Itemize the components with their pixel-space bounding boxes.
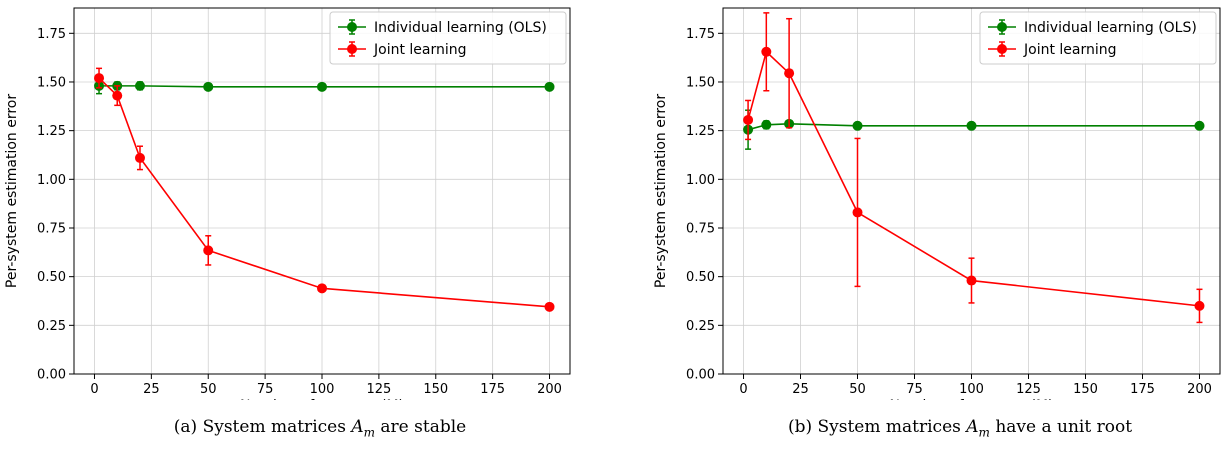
c1-series-0 [743,109,1205,150]
c0-legend-marker-1 [347,44,357,54]
c0-ytick-label-0: 0.00 [37,368,66,383]
c1-legend-label-1: Joint learning [1023,42,1117,58]
c0-series-1-line [98,77,550,308]
c0-series-0 [94,77,555,95]
c1-series-1-point-3 [852,207,863,218]
c0-xtick-label-5: 125 [366,382,391,397]
c1-series-0-point-4 [966,120,977,131]
c1-plot-frame [722,7,1221,375]
c0-series-0-point-2 [134,80,145,91]
c1-xtick-label-6: 150 [1073,382,1098,397]
c1-series-0-point-1 [761,119,772,130]
c1-ytick-label-6: 1.50 [686,75,715,90]
c0-legend-label-0: Individual learning (OLS) [374,20,547,36]
c0-ytick-label-4: 1.00 [37,173,66,188]
c0-xtick-label-2: 50 [200,382,217,397]
c1-legend-marker-0 [997,22,1007,32]
c1-x-axis-label: Number of systems (M) [890,398,1054,400]
c0-y-axis-label: Per-system estimation error [4,94,20,288]
c0-ytick-label-7: 1.75 [37,27,66,42]
c0-xtick-label-3: 75 [257,382,274,397]
c0-legend-box [329,11,567,65]
c1-ytick-label-4: 1.00 [686,173,715,188]
c1-xtick-label-5: 125 [1016,382,1041,397]
c0-series-1-point-0 [94,73,105,84]
c1-legend: Individual learning (OLS) Joint learning [979,11,1217,65]
chart-a: 0 25 50 75 100 125 150 175 200 0.00 0.25 0.50 0.75 1.… [4,7,571,400]
c0-series-1-point-5 [544,301,555,312]
c0-x-axis-label: Number of systems (M) [240,398,404,400]
c0-legend: Individual learning (OLS) Joint learning [329,11,567,65]
c1-xtick-label-4: 100 [959,382,984,397]
c0-series-1-point-2 [134,152,145,163]
caption-b-var: A [966,417,979,437]
c1-series-1-point-2 [784,68,795,79]
c0-xtick-label-6: 150 [423,382,448,397]
c0-ytick-label-2: 0.50 [37,270,66,285]
c1-legend-marker-1 [997,44,1007,54]
c0-series-1-point-3 [203,245,214,256]
c1-ytick-label-1: 0.25 [686,319,715,334]
chart-panel-b: 0 25 50 75 100 125 150 175 200 0.00 0.25 0.50 0.75 1.… [620,0,1229,400]
c0-legend-marker-0 [347,22,357,32]
c1-series-0-point-5 [1194,120,1205,131]
c1-series-1-point-0 [743,114,754,125]
c0-ytick-label-3: 0.75 [37,221,66,236]
caption-a-sub: m [363,425,376,440]
c1-xtick-label-2: 50 [849,382,866,397]
c1-ytick-label-2: 0.50 [686,270,715,285]
c0-series-0-point-5 [544,81,555,92]
c1-xtick-label-1: 25 [792,382,809,397]
c1-series-1-line [747,50,1200,307]
caption-a: (a) System matrices Am are stable [80,417,560,439]
c0-ytick-label-5: 1.25 [37,124,66,139]
c0-plot-frame [73,7,571,375]
c1-series-1-point-4 [966,275,977,286]
c1-y-axis-label: Per-system estimation error [653,94,669,288]
caption-b-sub: m [978,425,990,440]
c0-xtick-label-4: 100 [310,382,335,397]
chart-b: 0 25 50 75 100 125 150 175 200 0.00 0.25 0.50 0.75 1.… [653,7,1221,400]
c0-xtick-label-8: 200 [537,382,562,397]
c0-xtick-label-0: 0 [90,382,98,397]
c0-ytick-label-1: 0.25 [37,319,66,334]
c0-series-0-point-3 [203,81,214,92]
caption-a-suffix: are stable [375,417,467,437]
c0-series-1-point-4 [317,283,327,294]
caption-b: (b) System matrices Am have a unit root [720,417,1200,439]
c1-series-1 [743,12,1205,324]
c0-series-1-point-1 [112,90,123,101]
c1-ytick-label-7: 1.75 [686,27,715,42]
c1-ytick-label-0: 0.00 [686,368,715,383]
c1-legend-box [979,11,1217,65]
caption-b-prefix: (b) System matrices [787,417,967,437]
caption-a-prefix: (a) System matrices [173,417,352,437]
caption-a-var: A [351,417,364,437]
chart-panel-a: 0 25 50 75 100 125 150 175 200 0.00 0.25 0.50 0.75 1.… [0,0,580,400]
c0-series-0-point-4 [317,81,327,92]
c1-series-0-point-3 [852,120,863,131]
c1-ytick-label-3: 0.75 [686,221,715,236]
c0-grid [74,8,570,375]
c0-series-1 [94,67,555,312]
caption-b-suffix: have a unit root [989,417,1133,437]
c0-xtick-label-7: 175 [480,382,505,397]
c1-xtick-label-0: 0 [739,382,747,397]
c0-xtick-label-1: 25 [143,382,160,397]
c1-xtick-label-8: 200 [1187,382,1212,397]
c1-series-1-point-5 [1194,300,1205,311]
c1-ytick-label-5: 1.25 [686,124,715,139]
c1-series-1-point-1 [761,46,772,57]
c1-xtick-label-7: 175 [1130,382,1155,397]
c0-ytick-label-6: 1.50 [37,75,66,90]
c1-xtick-label-3: 75 [906,382,923,397]
c0-legend-label-1: Joint learning [373,42,467,58]
c1-legend-label-0: Individual learning (OLS) [1024,20,1197,36]
